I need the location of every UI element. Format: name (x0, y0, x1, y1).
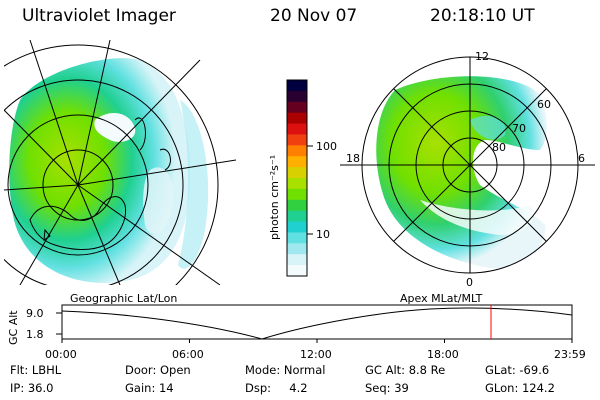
colorbar-cell (287, 112, 307, 125)
alt-ytick-1.8: 1.8 (26, 328, 44, 341)
alt-xtick-2359: 23:59 (554, 348, 586, 361)
colorbar-cell (287, 210, 307, 223)
time-label: 20:18:10 UT (430, 6, 535, 26)
mlat-label-60: 60 (537, 98, 551, 111)
altitude-plot: 9.0 1.8 GC Alt 00:00 06:00 12:00 18:00 2… (7, 304, 586, 361)
mlt-label-6: 6 (578, 152, 585, 165)
mlt-label-18: 18 (346, 152, 360, 165)
alt-ytick-9: 9.0 (26, 307, 44, 320)
ip-info: IP: 36.0 (10, 381, 54, 395)
colorbar-cell (287, 254, 307, 266)
instrument-title: Ultraviolet Imager (22, 6, 176, 26)
colorbar-cell (287, 80, 307, 92)
colorbar-cell (287, 123, 307, 135)
colorbar-label: photon cm⁻²s⁻¹ (268, 155, 281, 240)
geographic-map: Geographic Lat/Lon (4, 40, 236, 305)
glat-info: GLat: -69.6 (485, 363, 550, 377)
alt-ylabel: GC Alt (7, 310, 20, 345)
antarctica-coastline (29, 196, 127, 250)
colorbar-cell (287, 90, 307, 103)
right-panel-caption: Apex MLat/MLT (400, 292, 483, 305)
gain-info: Gain: 14 (125, 381, 174, 395)
colorbar: 100 10 photon cm⁻²s⁻¹ (268, 79, 337, 277)
altitude-curve (61, 307, 573, 340)
seq-info: Seq: 39 (365, 381, 409, 395)
gcalt-info: GC Alt: 8.8 Re (365, 363, 446, 377)
colorbar-cell (287, 199, 307, 212)
colorbar-cell (287, 101, 307, 114)
colorbar-tick-10: 10 (316, 228, 330, 241)
left-panel-caption: Geographic Lat/Lon (70, 292, 177, 305)
colorbar-cell (287, 188, 307, 201)
door-info: Door: Open (125, 363, 191, 377)
colorbar-cell (287, 134, 307, 146)
colorbar-cell (287, 232, 307, 244)
date-label: 20 Nov 07 (270, 6, 358, 26)
alt-xtick-0600: 06:00 (172, 348, 204, 361)
dsp-info: Dsp: 4.2 (245, 381, 308, 395)
colorbar-cell (287, 221, 307, 233)
alt-xtick-1800: 18:00 (427, 348, 459, 361)
colorbar-cell (287, 265, 307, 277)
glon-info: GLon: 124.2 (485, 381, 555, 395)
colorbar-cell (287, 156, 307, 168)
colorbar-tick-100: 100 (316, 140, 337, 153)
mode-info: Mode: Normal (245, 363, 326, 377)
colorbar-cell (287, 178, 307, 190)
colorbar-cell (287, 243, 307, 255)
mlat-label-80: 80 (492, 141, 506, 154)
mlt-label-0: 0 (466, 276, 473, 289)
magnetic-polar-plot: 12 18 6 0 60 70 80 Apex MLat/MLT (340, 50, 595, 305)
colorbar-cell (287, 167, 307, 179)
alt-xtick-0000: 00:00 (45, 348, 77, 361)
mlat-label-70: 70 (512, 122, 526, 135)
mlt-label-12: 12 (475, 50, 489, 63)
alt-xtick-1200: 12:00 (300, 348, 332, 361)
flt-info: Flt: LBHL (10, 363, 62, 377)
colorbar-cell (287, 145, 307, 157)
